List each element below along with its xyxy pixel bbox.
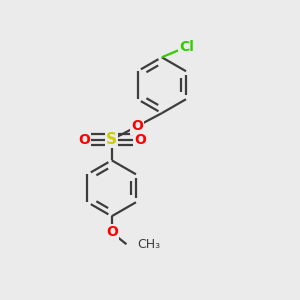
Text: O: O [134, 133, 146, 147]
Text: S: S [106, 132, 117, 147]
Text: O: O [106, 225, 118, 239]
Text: Cl: Cl [179, 40, 194, 54]
Text: O: O [131, 119, 143, 134]
Text: CH₃: CH₃ [137, 238, 160, 251]
Text: O: O [78, 133, 90, 147]
